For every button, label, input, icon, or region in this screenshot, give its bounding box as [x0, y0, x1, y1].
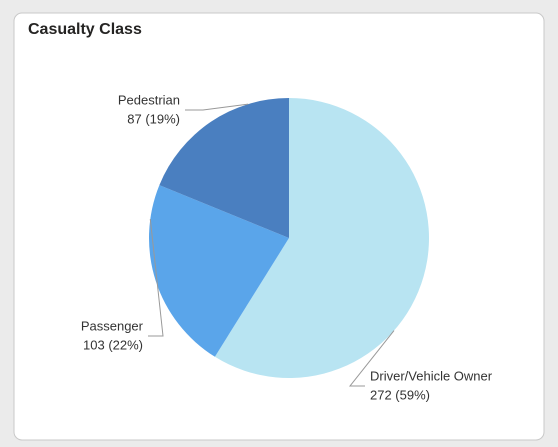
pie-slice: [159, 97, 289, 238]
pie-slice: [214, 98, 430, 378]
slice-value-label: 103 (22%): [83, 337, 143, 352]
slice-label: Passenger: [81, 318, 144, 333]
chart-title: Casualty Class: [28, 21, 142, 38]
slice-value-label: 272 (59%): [370, 387, 430, 402]
leader-line: [185, 103, 249, 111]
slice-label: Driver/Vehicle Owner: [370, 368, 493, 383]
leader-line: [348, 330, 395, 387]
slice-label: Pedestrian: [118, 92, 180, 107]
pie-slice: [148, 185, 289, 357]
leader-line: [148, 219, 164, 337]
slice-value-label: 87 (19%): [127, 111, 180, 126]
